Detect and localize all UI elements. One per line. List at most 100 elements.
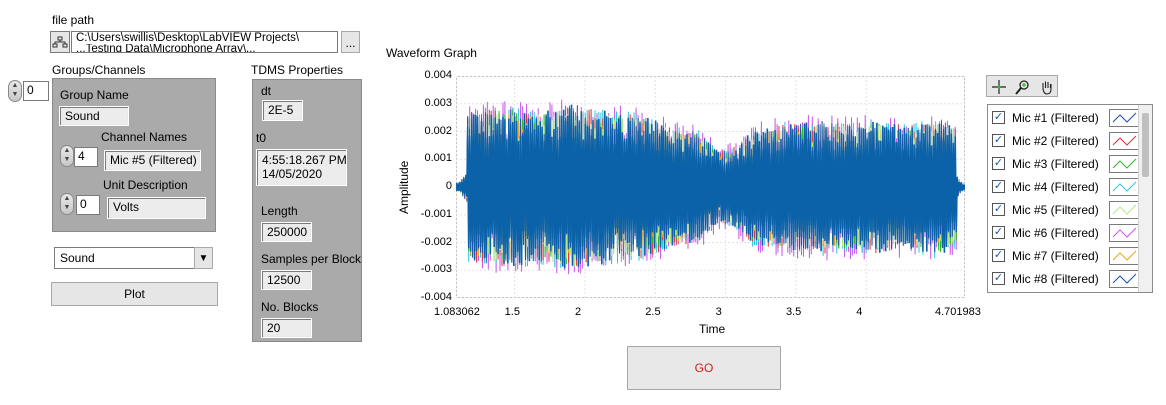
samples-per-block-value: 12500 xyxy=(261,270,312,290)
channel-index-spinner[interactable]: ▲ ▼ xyxy=(60,145,74,167)
legend-line-icon xyxy=(1112,158,1137,169)
legend-swatch[interactable] xyxy=(1109,201,1140,219)
y-tick-label: 0.003 xyxy=(424,96,452,109)
legend-checkbox[interactable]: ✓ xyxy=(992,249,1005,262)
legend-item[interactable]: ✓ Mic #8 (Filtered) xyxy=(992,269,1140,289)
legend-label: Mic #4 (Filtered) xyxy=(1012,180,1099,194)
file-path-line1: C:\Users\swillis\Desktop\LabVIEW Project… xyxy=(76,32,300,44)
legend-checkbox[interactable]: ✓ xyxy=(992,226,1005,239)
x-tick-label: 3 xyxy=(715,306,722,318)
tdms-properties-label: TDMS Properties xyxy=(251,63,344,77)
group-name-label: Group Name xyxy=(60,88,129,102)
browse-button-label: ... xyxy=(345,36,356,50)
legend-checkbox[interactable]: ✓ xyxy=(992,180,1005,193)
waveform-plot-area[interactable] xyxy=(456,76,965,298)
legend-swatch[interactable] xyxy=(1109,109,1140,127)
zoom-icon[interactable] xyxy=(1015,79,1031,95)
cursor-move-icon[interactable] xyxy=(991,79,1007,95)
x-tick-label: 4.701983 xyxy=(935,306,981,318)
legend-swatch[interactable] xyxy=(1109,247,1140,265)
y-tick-label: 0.002 xyxy=(424,124,452,137)
legend-scrollbar[interactable] xyxy=(1138,105,1152,292)
legend-line-icon xyxy=(1112,204,1137,215)
legend-swatch[interactable] xyxy=(1109,224,1140,242)
y-tick-label: 0.004 xyxy=(424,69,452,81)
x-tick-label: 1.5 xyxy=(504,306,520,318)
tdms-cluster xyxy=(252,79,362,342)
x-tick-label: 3.5 xyxy=(785,306,802,318)
legend-line-icon xyxy=(1112,181,1137,192)
y-tick-label: -0.003 xyxy=(420,263,452,276)
y-tick-label: -0.004 xyxy=(420,291,452,303)
channel-names-label: Channel Names xyxy=(101,130,188,144)
path-type-icon[interactable] xyxy=(50,31,70,53)
legend-line-icon xyxy=(1112,112,1137,123)
plot-traces xyxy=(456,99,965,275)
y-axis-label: Amplitude xyxy=(397,160,411,214)
legend-label: Mic #1 (Filtered) xyxy=(1012,111,1099,125)
legend-item[interactable]: ✓ Mic #7 (Filtered) xyxy=(992,246,1140,266)
unit-index-input[interactable]: 0 xyxy=(76,195,100,215)
file-path-input[interactable]: C:\Users\swillis\Desktop\LabVIEW Project… xyxy=(71,31,338,53)
legend-item[interactable]: ✓ Mic #5 (Filtered) xyxy=(992,200,1140,220)
t0-label: t0 xyxy=(256,131,267,145)
length-label: Length xyxy=(261,204,298,218)
no-blocks-value: 20 xyxy=(261,318,312,338)
go-button[interactable]: GO xyxy=(627,346,781,390)
pan-hand-icon[interactable] xyxy=(1039,79,1055,95)
graph-title: Waveform Graph xyxy=(386,46,477,60)
group-select-value: Sound xyxy=(60,251,95,265)
groups-channels-label: Groups/Channels xyxy=(52,63,146,77)
legend-item[interactable]: ✓ Mic #4 (Filtered) xyxy=(992,177,1140,197)
legend-scroll-thumb[interactable] xyxy=(1142,113,1149,177)
group-select[interactable]: Sound xyxy=(54,247,196,269)
network-icon xyxy=(52,36,68,48)
browse-button[interactable]: ... xyxy=(341,31,360,53)
plot-button-label: Plot xyxy=(124,287,145,301)
y-tick-label: -0.001 xyxy=(420,207,452,220)
legend-label: Mic #2 (Filtered) xyxy=(1012,134,1099,148)
group-name-field: Sound xyxy=(59,106,129,126)
unit-index-spinner[interactable]: ▲ ▼ xyxy=(60,193,74,215)
unit-value-field: Volts xyxy=(107,197,206,219)
legend-line-icon xyxy=(1112,227,1137,238)
legend-label: Mic #6 (Filtered) xyxy=(1012,226,1099,240)
plot-button[interactable]: Plot xyxy=(51,282,218,306)
chevron-down-icon: ▼ xyxy=(198,253,209,264)
t0-date: 14/05/2020 xyxy=(262,167,323,181)
legend-label: Mic #3 (Filtered) xyxy=(1012,157,1099,171)
legend-swatch[interactable] xyxy=(1109,155,1140,173)
samples-per-block-label: Samples per Block xyxy=(261,252,362,266)
x-tick-label: 1.083062 xyxy=(434,306,480,318)
group-index-input[interactable]: 0 xyxy=(23,81,49,101)
legend-checkbox[interactable]: ✓ xyxy=(992,203,1005,216)
legend-item[interactable]: ✓ Mic #2 (Filtered) xyxy=(992,131,1140,151)
x-axis-label: Time xyxy=(699,322,726,336)
legend-label: Mic #5 (Filtered) xyxy=(1012,203,1099,217)
x-tick-label: 4 xyxy=(856,306,863,318)
legend-swatch[interactable] xyxy=(1109,270,1140,288)
legend-item[interactable]: ✓ Mic #1 (Filtered) xyxy=(992,108,1140,128)
legend-line-icon xyxy=(1112,273,1137,284)
y-tick-label: 0.001 xyxy=(424,152,452,165)
legend-item[interactable]: ✓ Mic #6 (Filtered) xyxy=(992,223,1140,243)
graph-palette xyxy=(986,75,1058,97)
channel-index-input[interactable]: 4 xyxy=(74,147,98,167)
plot-legend: ✓ Mic #1 (Filtered) ✓ Mic #2 (Filtered) ✓ Mic… xyxy=(987,104,1153,293)
legend-checkbox[interactable]: ✓ xyxy=(992,134,1005,147)
length-value: 250000 xyxy=(261,222,312,242)
unit-description-label: Unit Description xyxy=(103,178,188,192)
go-button-label: GO xyxy=(694,361,714,375)
dt-value: 2E-5 xyxy=(262,100,303,121)
group-index-spinner[interactable]: ▲ ▼ xyxy=(8,80,22,102)
legend-swatch[interactable] xyxy=(1109,178,1140,196)
t0-value: 4:55:18.267 PM 14/05/2020 xyxy=(256,149,347,186)
legend-item[interactable]: ✓ Mic #3 (Filtered) xyxy=(992,154,1140,174)
x-tick-label: 2 xyxy=(574,306,582,318)
legend-checkbox[interactable]: ✓ xyxy=(992,272,1005,285)
legend-label: Mic #7 (Filtered) xyxy=(1012,249,1099,263)
legend-checkbox[interactable]: ✓ xyxy=(992,111,1005,124)
legend-checkbox[interactable]: ✓ xyxy=(992,157,1005,170)
legend-swatch[interactable] xyxy=(1109,132,1140,150)
group-select-dropdown[interactable]: ▼ xyxy=(194,247,213,269)
